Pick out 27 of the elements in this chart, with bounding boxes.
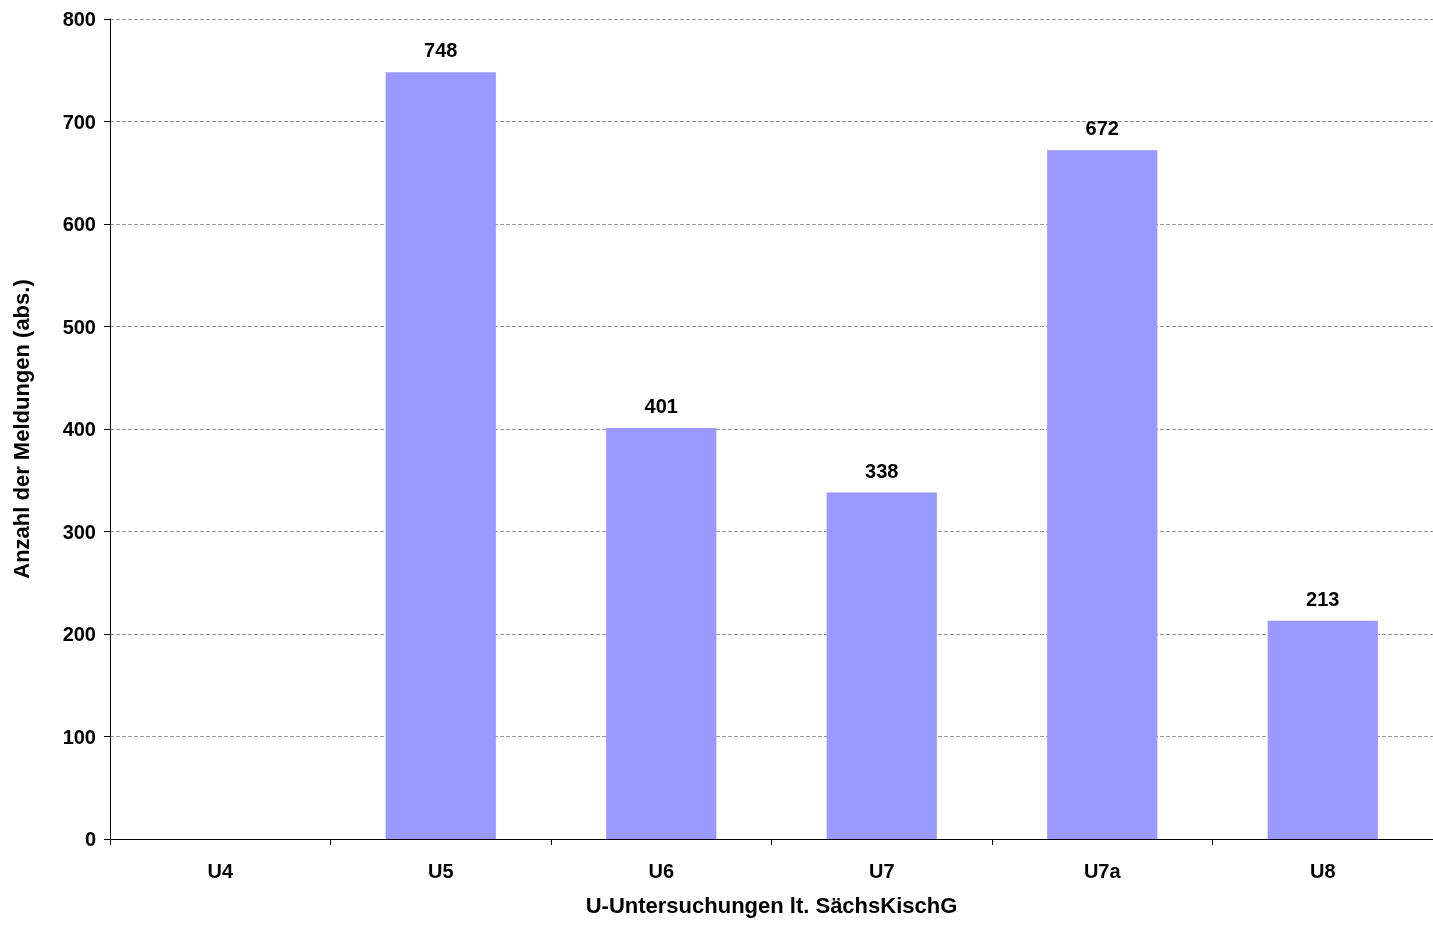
bar (826, 492, 937, 839)
bar (1267, 620, 1378, 839)
y-tick-label: 400 (62, 418, 96, 440)
y-tick-label: 700 (62, 110, 96, 133)
y-tick-label: 100 (62, 725, 96, 748)
y-tick-label: 200 (62, 623, 96, 645)
data-label: 213 (1306, 587, 1340, 610)
y-tick-label: 800 (62, 8, 96, 30)
x-tick-label: U7a (1083, 860, 1122, 882)
data-label: 338 (865, 459, 899, 482)
x-tick-label: U4 (207, 860, 234, 882)
y-axis-title: Anzahl der Meldungen (abs.) (8, 279, 34, 579)
bar (385, 72, 496, 839)
bar (606, 427, 717, 839)
x-tick-label: U6 (648, 860, 675, 882)
y-tick-label: 600 (62, 213, 96, 235)
data-label: 672 (1085, 117, 1119, 140)
y-tick-label: 500 (62, 315, 96, 338)
data-label: 401 (644, 394, 678, 417)
y-tick-label: 0 (84, 828, 96, 850)
data-label: 748 (424, 39, 458, 62)
x-tick-label: U8 (1309, 860, 1336, 882)
y-tick-label: 300 (62, 520, 96, 543)
x-tick-label: U5 (427, 860, 454, 882)
x-axis-title: U-Untersuchungen lt. SächsKischG (585, 892, 958, 918)
bar (1047, 150, 1158, 839)
x-tick-label: U7 (868, 860, 895, 882)
